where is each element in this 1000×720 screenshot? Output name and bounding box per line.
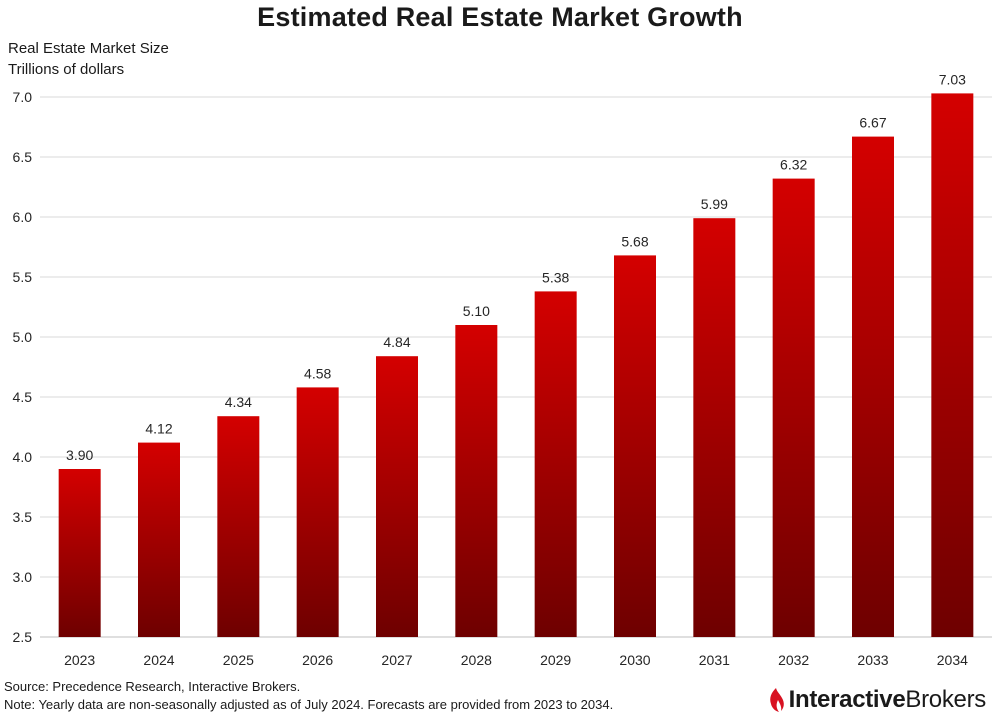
data-label-2024: 4.12 (145, 421, 172, 437)
y-tick-label: 5.5 (13, 269, 33, 285)
y-tick-label: 5.0 (13, 329, 33, 345)
chart-title: Estimated Real Estate Market Growth (257, 2, 743, 32)
data-label-2026: 4.58 (304, 365, 331, 381)
data-label-2027: 4.84 (383, 334, 410, 350)
data-label-2031: 5.99 (701, 196, 728, 212)
x-tick-label: 2033 (857, 652, 888, 668)
y-tick-label: 6.0 (13, 209, 33, 225)
y-axis-title-line1: Real Estate Market Size (8, 40, 169, 57)
x-tick-label: 2023 (64, 652, 95, 668)
data-label-2032: 6.32 (780, 157, 807, 173)
ib-flame-icon (769, 688, 784, 712)
logo-word-brokers: Brokers (905, 686, 986, 713)
bar-2033 (852, 136, 894, 637)
bar-chart: 3.90 4.12 4.34 4.58 4.84 5.10 5.38 5.68 5.99 6.32… (13, 71, 992, 668)
data-label-2033: 6.67 (859, 115, 886, 131)
x-tick-label: 2031 (699, 652, 730, 668)
x-tick-label: 2027 (381, 652, 412, 668)
bars (58, 93, 974, 637)
logo-word-interactive: Interactive (788, 686, 906, 713)
bar-2030 (614, 255, 656, 637)
interactive-brokers-logo: Interactive Brokers (767, 686, 986, 714)
bar-2029 (534, 291, 577, 637)
gridlines (40, 96, 992, 638)
source-note: Source: Precedence Research, Interactive… (4, 679, 301, 694)
bar-2024 (138, 442, 180, 637)
y-tick-label: 4.0 (13, 449, 33, 465)
bar-2025 (217, 416, 260, 637)
x-tick-label: 2028 (461, 652, 492, 668)
bar-2023 (58, 469, 101, 637)
y-axis-title: Real Estate Market Size Trillions of dol… (8, 38, 169, 80)
x-axis-ticks: 2023 2024 2025 2026 2027 2028 2029 2030 2031 2032… (64, 652, 968, 668)
bar-2026 (296, 387, 339, 637)
bar-2027 (376, 356, 418, 637)
bar-2028 (455, 325, 498, 637)
data-labels: 3.90 4.12 4.34 4.58 4.84 5.10 5.38 5.68 5.99 6.32… (66, 71, 966, 463)
x-tick-label: 2032 (778, 652, 809, 668)
bar-2034 (931, 93, 974, 637)
data-label-2034: 7.03 (939, 71, 966, 87)
data-label-2028: 5.10 (463, 303, 490, 319)
x-tick-label: 2029 (540, 652, 571, 668)
data-label-2025: 4.34 (225, 394, 252, 410)
x-tick-label: 2034 (937, 652, 968, 668)
bar-2032 (772, 178, 815, 637)
footnote: Note: Yearly data are non-seasonally adj… (4, 697, 614, 712)
y-axis-ticks: 2.5 3.0 3.5 4.0 4.5 5.0 5.5 6.0 6.5 7.0 (13, 89, 33, 645)
data-label-2030: 5.68 (621, 233, 648, 249)
bar-2031 (693, 218, 736, 637)
y-tick-label: 2.5 (13, 629, 33, 645)
data-label-2029: 5.38 (542, 269, 569, 285)
x-tick-label: 2030 (619, 652, 650, 668)
x-tick-label: 2024 (143, 652, 174, 668)
data-label-2023: 3.90 (66, 447, 93, 463)
x-tick-label: 2025 (223, 652, 254, 668)
x-tick-label: 2026 (302, 652, 333, 668)
y-tick-label: 6.5 (13, 149, 33, 165)
y-tick-label: 3.0 (13, 569, 33, 585)
y-axis-title-line2: Trillions of dollars (8, 61, 125, 78)
y-tick-label: 7.0 (13, 89, 33, 105)
y-tick-label: 4.5 (13, 389, 33, 405)
y-tick-label: 3.5 (13, 509, 33, 525)
